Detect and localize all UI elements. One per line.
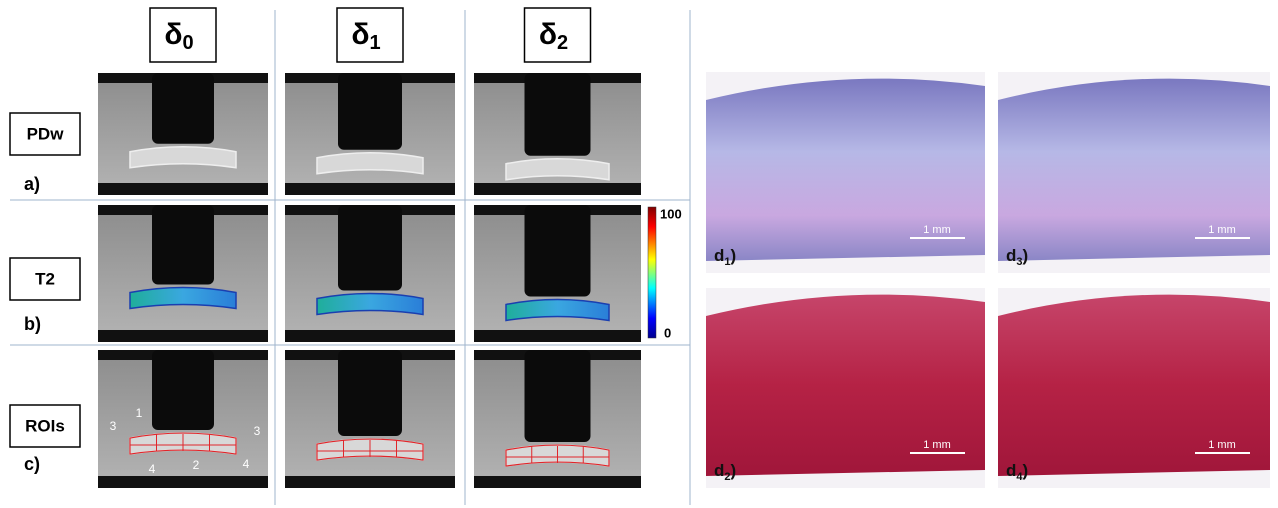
header-subscript: 2 [557, 32, 568, 54]
mri-bottom [474, 330, 641, 342]
mri-image [474, 205, 641, 342]
roi-label: 4 [243, 457, 250, 471]
panel-suffix: ) [731, 246, 737, 265]
mri-bottom [474, 183, 641, 195]
mri-image [285, 205, 455, 342]
plunger [338, 350, 402, 436]
plunger [338, 73, 402, 150]
mri-bottom [285, 183, 455, 195]
row-label: ROIs [25, 416, 65, 435]
colorbar-min: 0 [664, 325, 671, 340]
header-subscript: 1 [370, 32, 381, 54]
mri-bottom [285, 330, 455, 342]
roi-label: 3 [254, 424, 261, 438]
roi-label: 1 [136, 406, 143, 420]
row-label: PDw [27, 124, 65, 143]
mri-image [285, 350, 455, 488]
mri-image [474, 73, 641, 195]
plunger [152, 205, 214, 284]
scale-label: 1 mm [1208, 439, 1236, 451]
mri-image [98, 73, 268, 195]
mri-bottom [474, 476, 641, 488]
header-symbol: δ [164, 18, 182, 51]
mri-image [98, 205, 268, 342]
roi-label: 3 [110, 419, 117, 433]
mri-bottom [98, 476, 268, 488]
mri-bottom [285, 476, 455, 488]
colorbar-max: 100 [660, 206, 682, 221]
mri-image [474, 350, 641, 488]
header-symbol: δ [539, 18, 557, 51]
figure: δ0δ1δ2PDwa)T2b)ROIsc)12334410001 mmd1)1 … [0, 0, 1278, 508]
panel-symbol: d [714, 246, 724, 265]
mri-image [285, 73, 455, 195]
panel-suffix: ) [1023, 246, 1029, 265]
plunger [525, 350, 591, 442]
panel-symbol: d [714, 461, 724, 480]
row-label: T2 [35, 269, 55, 288]
scale-label: 1 mm [923, 439, 951, 451]
plunger [152, 73, 214, 144]
mri-bottom [98, 183, 268, 195]
header-symbol: δ [351, 18, 369, 51]
colorbar [648, 207, 656, 338]
scale-label: 1 mm [1208, 224, 1236, 236]
row-letter: c) [24, 454, 40, 474]
plunger [525, 205, 591, 296]
panel-symbol: d [1006, 461, 1016, 480]
mri-bottom [98, 330, 268, 342]
plunger [338, 205, 402, 290]
plunger [152, 350, 214, 430]
header-subscript: 0 [183, 32, 194, 54]
panel-suffix: ) [1023, 461, 1029, 480]
panel-suffix: ) [731, 461, 737, 480]
roi-label: 2 [193, 458, 200, 472]
roi-label: 4 [149, 462, 156, 476]
row-letter: b) [24, 314, 41, 334]
row-letter: a) [24, 174, 40, 194]
scale-label: 1 mm [923, 224, 951, 236]
panel-symbol: d [1006, 246, 1016, 265]
plunger [525, 73, 591, 156]
